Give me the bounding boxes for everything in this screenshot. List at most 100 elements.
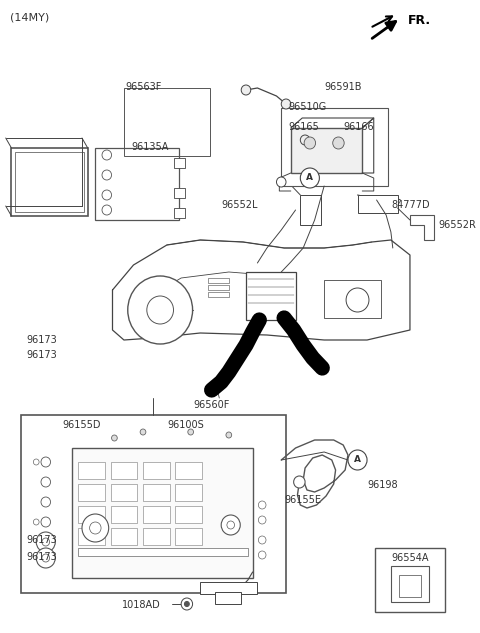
- Text: 96166: 96166: [343, 122, 374, 132]
- Bar: [110, 506, 137, 523]
- Circle shape: [102, 170, 111, 180]
- Text: 84777D: 84777D: [391, 200, 430, 210]
- Text: 96510G: 96510G: [288, 102, 326, 112]
- Bar: [175, 528, 202, 545]
- Circle shape: [41, 477, 50, 487]
- Bar: [78, 484, 105, 501]
- Circle shape: [102, 150, 111, 160]
- Bar: [78, 528, 105, 545]
- Text: 96173: 96173: [27, 552, 58, 562]
- Circle shape: [333, 137, 344, 149]
- Bar: [143, 462, 170, 479]
- Text: 96173: 96173: [27, 350, 58, 360]
- Bar: [215, 592, 241, 604]
- Bar: [15, 152, 84, 212]
- Circle shape: [258, 501, 266, 509]
- Circle shape: [36, 532, 55, 552]
- Bar: [78, 506, 105, 523]
- Circle shape: [300, 135, 310, 145]
- Circle shape: [227, 521, 235, 529]
- Circle shape: [34, 459, 39, 465]
- Circle shape: [36, 548, 55, 568]
- Bar: [173, 188, 185, 198]
- Bar: [291, 128, 362, 173]
- Circle shape: [41, 497, 50, 507]
- Bar: [143, 528, 170, 545]
- Bar: [175, 462, 202, 479]
- Text: 96554A: 96554A: [391, 553, 429, 563]
- Bar: [110, 462, 137, 479]
- Circle shape: [184, 601, 189, 606]
- Circle shape: [348, 450, 367, 470]
- Text: 96165: 96165: [288, 122, 319, 132]
- Polygon shape: [252, 490, 281, 572]
- Circle shape: [281, 99, 291, 109]
- Circle shape: [140, 429, 146, 435]
- Circle shape: [102, 205, 111, 215]
- Bar: [208, 285, 229, 290]
- Text: 1018AD: 1018AD: [122, 600, 160, 610]
- Bar: [78, 462, 105, 479]
- Bar: [391, 566, 429, 602]
- Bar: [72, 448, 252, 578]
- Bar: [110, 484, 137, 501]
- Circle shape: [294, 476, 305, 488]
- Circle shape: [226, 432, 232, 438]
- Circle shape: [346, 288, 369, 312]
- Polygon shape: [72, 428, 281, 448]
- Bar: [324, 280, 381, 318]
- Bar: [175, 506, 202, 523]
- Bar: [281, 108, 388, 186]
- Bar: [175, 484, 202, 501]
- Text: 96173: 96173: [27, 535, 58, 545]
- Text: 96591B: 96591B: [324, 82, 361, 92]
- Text: 96155D: 96155D: [62, 420, 100, 430]
- Polygon shape: [410, 215, 434, 240]
- Bar: [12, 148, 88, 216]
- Circle shape: [258, 551, 266, 559]
- Circle shape: [41, 517, 50, 527]
- Circle shape: [276, 177, 286, 187]
- Circle shape: [258, 516, 266, 524]
- Text: 96100S: 96100S: [168, 420, 204, 430]
- Circle shape: [42, 538, 49, 546]
- Text: 96155E: 96155E: [284, 495, 321, 505]
- Circle shape: [300, 168, 319, 188]
- Text: 96173: 96173: [27, 335, 58, 345]
- Bar: [208, 292, 229, 297]
- Text: 96198: 96198: [367, 480, 397, 490]
- Bar: [208, 278, 229, 283]
- Bar: [358, 195, 397, 213]
- Circle shape: [221, 515, 240, 535]
- Circle shape: [147, 296, 173, 324]
- Bar: [200, 582, 257, 594]
- Circle shape: [128, 276, 192, 344]
- Bar: [78, 548, 248, 556]
- Text: A: A: [354, 456, 361, 465]
- Circle shape: [34, 519, 39, 525]
- Bar: [21, 415, 286, 593]
- Text: 96560F: 96560F: [193, 400, 230, 410]
- Circle shape: [258, 536, 266, 544]
- Circle shape: [41, 457, 50, 467]
- Text: FR.: FR.: [408, 14, 431, 27]
- Bar: [300, 195, 321, 225]
- Circle shape: [82, 514, 108, 542]
- Text: A: A: [306, 173, 313, 182]
- Circle shape: [241, 85, 251, 95]
- Bar: [124, 88, 210, 156]
- Bar: [375, 548, 445, 612]
- Text: 96135A: 96135A: [132, 142, 169, 152]
- Polygon shape: [252, 428, 281, 578]
- Circle shape: [102, 190, 111, 200]
- Circle shape: [181, 598, 192, 610]
- Bar: [398, 575, 421, 597]
- Bar: [110, 528, 137, 545]
- Text: 96552L: 96552L: [221, 200, 257, 210]
- Circle shape: [90, 522, 101, 534]
- Text: 96552R: 96552R: [439, 220, 477, 230]
- Bar: [143, 506, 170, 523]
- Bar: [96, 148, 179, 220]
- Text: (14MY): (14MY): [10, 12, 49, 22]
- Bar: [173, 208, 185, 218]
